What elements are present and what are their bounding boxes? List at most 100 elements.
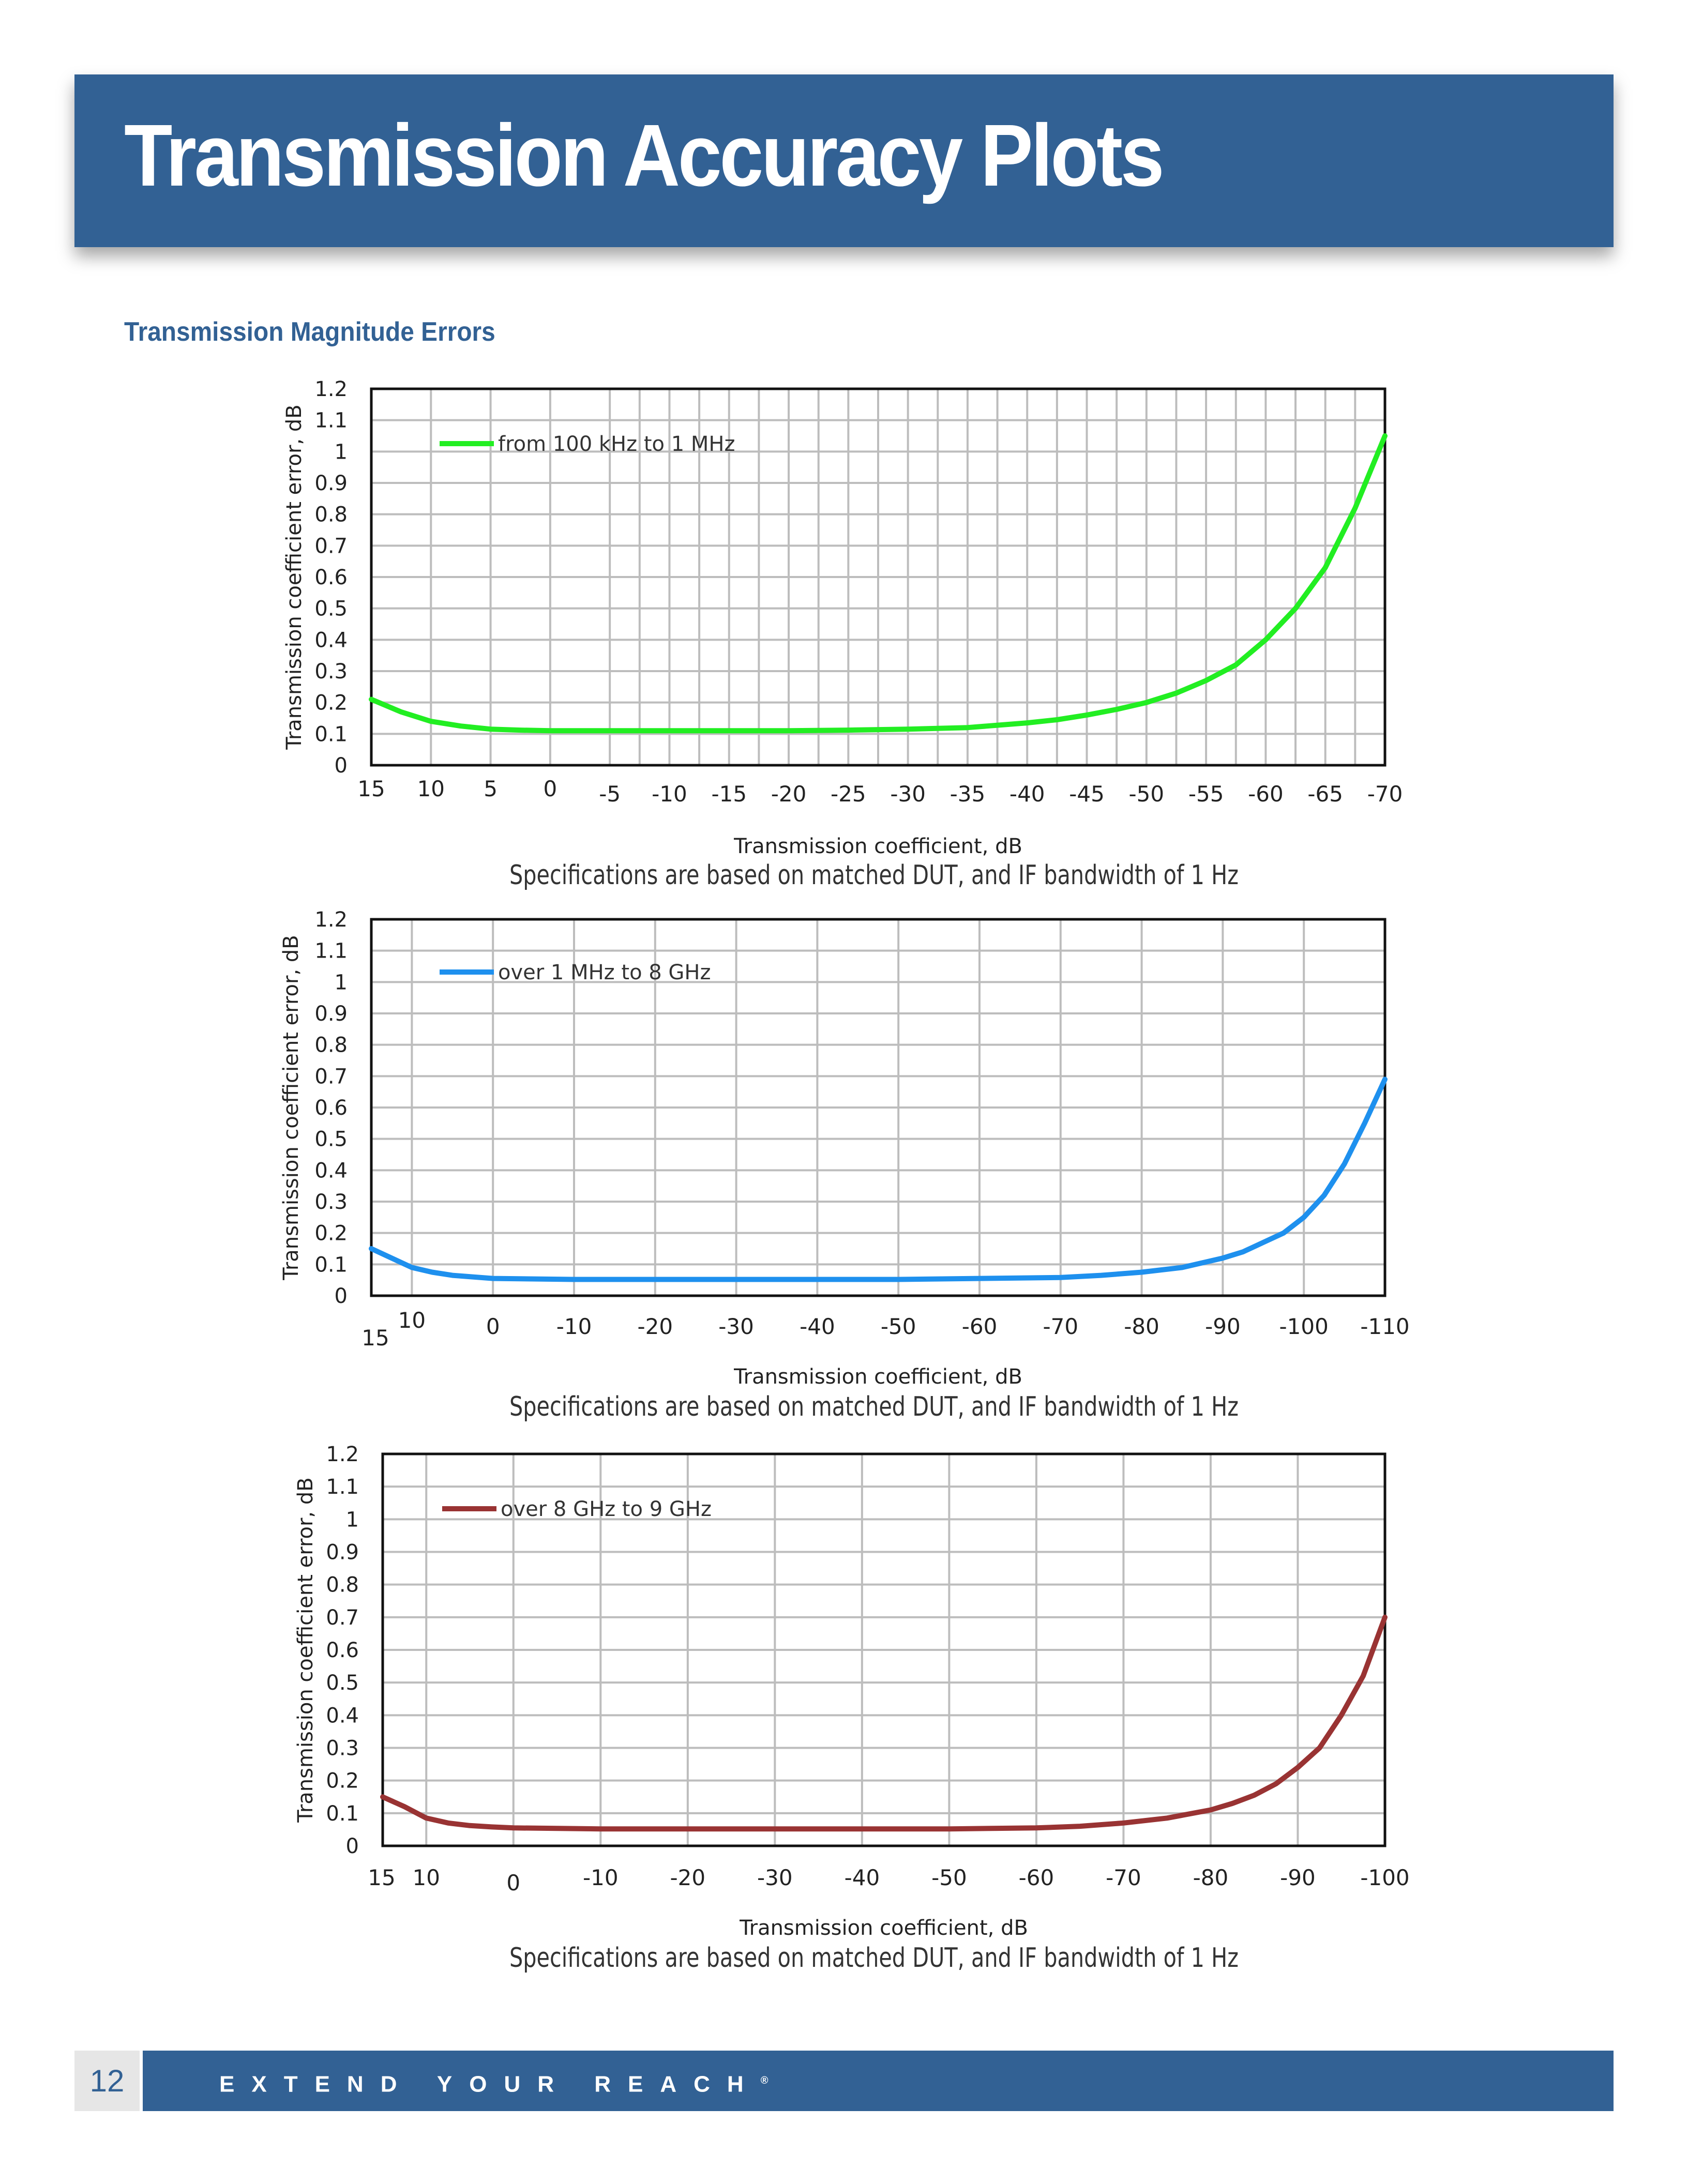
x-tick-label: -20	[637, 1314, 673, 1339]
y-tick-label: 0.1	[314, 722, 348, 746]
x-tick-label: 10	[417, 776, 445, 801]
y-tick-label: 0.6	[314, 566, 348, 589]
y-tick-label: 0.8	[314, 503, 348, 527]
x-tick-label: -25	[831, 781, 866, 807]
x-tick-label: -90	[1205, 1314, 1241, 1339]
x-tick-label: -70	[1043, 1314, 1078, 1339]
series-line	[369, 1076, 1388, 1282]
x-tick-label: -35	[950, 781, 986, 807]
registered-mark: ®	[760, 2075, 768, 2086]
x-tick-label: -40	[800, 1314, 835, 1339]
y-tick-label: 0.2	[314, 1222, 348, 1246]
x-tick-label: -40	[1009, 781, 1045, 807]
y-tick-label: 1	[335, 970, 348, 994]
y-tick-label: 0.3	[314, 660, 348, 684]
x-tick-label: 0	[506, 1870, 520, 1895]
y-axis-title: Transmission coefficient error, dB	[294, 1477, 318, 1823]
x-tick-label: -60	[962, 1314, 998, 1339]
y-tick-label: 1.1	[326, 1475, 359, 1499]
y-tick-label: 0.2	[326, 1769, 359, 1793]
x-tick-label: -90	[1280, 1865, 1316, 1890]
y-tick-label: 0.9	[326, 1541, 359, 1565]
x-tick-label: -50	[1129, 781, 1165, 807]
x-tick-label: -30	[890, 781, 926, 807]
y-tick-label: 1.1	[314, 409, 348, 433]
x-axis-title: Transmission coefficient, dB	[733, 835, 1022, 858]
chart-high-frequency: 0 0.1 0.2 0.3 0.4 0.5 0.6 0.7 0.8 0.9 1 1.1 1.2 15 10 0…	[294, 1443, 1410, 1974]
x-tick-label: 10	[398, 1308, 426, 1333]
x-tick-label: -45	[1069, 781, 1105, 807]
x-tick-label: 0	[544, 776, 557, 801]
chart-mid-frequency: 0 0.1 0.2 0.3 0.4 0.5 0.6 0.7 0.8 0.9 1 1.1 1.2 15 10 0…	[279, 908, 1410, 1422]
x-tick-label: -100	[1279, 1314, 1329, 1339]
y-tick-label: 0	[346, 1834, 359, 1858]
x-tick-label: -70	[1367, 781, 1403, 807]
x-tick-label: -55	[1188, 781, 1224, 807]
header-banner: Transmission Accuracy Plots	[74, 74, 1614, 247]
x-tick-label: 0	[486, 1314, 500, 1339]
y-tick-label: 0.8	[326, 1573, 359, 1597]
legend-label: over 1 MHz to 8 GHz	[498, 961, 711, 984]
x-tick-label: -30	[718, 1314, 754, 1339]
y-tick-label: 0.4	[314, 628, 348, 652]
x-tick-label: -10	[583, 1865, 619, 1890]
y-tick-label: 0.7	[326, 1606, 359, 1630]
x-tick-label: -30	[757, 1865, 793, 1890]
x-tick-label: -100	[1360, 1865, 1409, 1890]
x-tick-label: -80	[1193, 1865, 1229, 1890]
y-tick-label: 1.1	[314, 939, 348, 963]
y-tick-label: 0.9	[314, 472, 348, 495]
y-tick-label: 0.7	[314, 534, 348, 558]
x-tick-label: 15	[361, 1325, 389, 1351]
y-tick-label: 0.7	[314, 1065, 348, 1088]
y-tick-label: 0.8	[314, 1034, 348, 1057]
page-title: Transmission Accuracy Plots	[124, 107, 1165, 205]
x-tick-label: -60	[1019, 1865, 1054, 1890]
x-axis-title: Transmission coefficient, dB	[733, 1365, 1022, 1389]
y-axis-title: Transmission coefficient error, dB	[279, 935, 303, 1280]
x-tick-label: -15	[711, 781, 747, 807]
y-tick-label: 0.1	[314, 1253, 348, 1277]
x-tick-label: -60	[1248, 781, 1284, 807]
y-tick-label: 0.4	[314, 1159, 348, 1182]
x-tick-label: -70	[1106, 1865, 1141, 1890]
x-tick-label: 15	[368, 1865, 395, 1890]
chart-note: Specifications are based on matched DUT,…	[509, 860, 1239, 891]
y-tick-label: 0.6	[326, 1639, 359, 1662]
section-title: Transmission Magnitude Errors	[124, 317, 495, 347]
x-tick-label: 15	[357, 776, 385, 801]
x-tick-label: -20	[670, 1865, 706, 1890]
y-tick-label: 0.3	[314, 1190, 348, 1214]
x-tick-label: -50	[881, 1314, 916, 1339]
y-tick-label: 0.9	[314, 1002, 348, 1026]
plot-frame	[370, 387, 1386, 767]
page-number-box: 12	[74, 2051, 140, 2111]
y-tick-label: 1	[335, 440, 348, 464]
series-line	[380, 1614, 1388, 1832]
y-axis-title: Transmission coefficient error, dB	[282, 404, 306, 750]
series-line	[369, 433, 1388, 734]
plot-frame	[370, 918, 1386, 1297]
y-tick-label: 0.4	[326, 1704, 359, 1727]
x-tick-label: -50	[931, 1865, 967, 1890]
x-tick-label: -5	[599, 781, 621, 807]
legend-label: from 100 kHz to 1 MHz	[498, 432, 735, 456]
x-tick-label: 10	[413, 1865, 440, 1890]
x-axis-title: Transmission coefficient, dB	[739, 1916, 1028, 1940]
y-tick-label: 1.2	[326, 1443, 359, 1466]
page-number: 12	[89, 2064, 125, 2098]
y-tick-label: 0.5	[326, 1671, 359, 1695]
y-tick-label: 1.2	[314, 908, 348, 932]
y-tick-label: 0.1	[326, 1802, 359, 1826]
footer-bar: EXTEND YOUR REACH®	[143, 2051, 1614, 2111]
y-tick-label: 1	[346, 1508, 359, 1531]
footer-tagline: EXTEND YOUR REACH®	[219, 2051, 768, 2115]
y-tick-label: 0.3	[326, 1737, 359, 1761]
x-tick-label: -10	[556, 1314, 592, 1339]
x-tick-label: -20	[771, 781, 807, 807]
legend-label: over 8 GHz to 9 GHz	[501, 1497, 712, 1521]
y-tick-label: 0.6	[314, 1096, 348, 1120]
y-tick-label: 0	[335, 1284, 348, 1308]
chart-low-frequency: 0 0.1 0.2 0.3 0.4 0.5 0.6 0.7 0.8 0.9 1 1.1 1.2 15 10 5…	[282, 377, 1403, 891]
x-tick-label: -10	[652, 781, 687, 807]
